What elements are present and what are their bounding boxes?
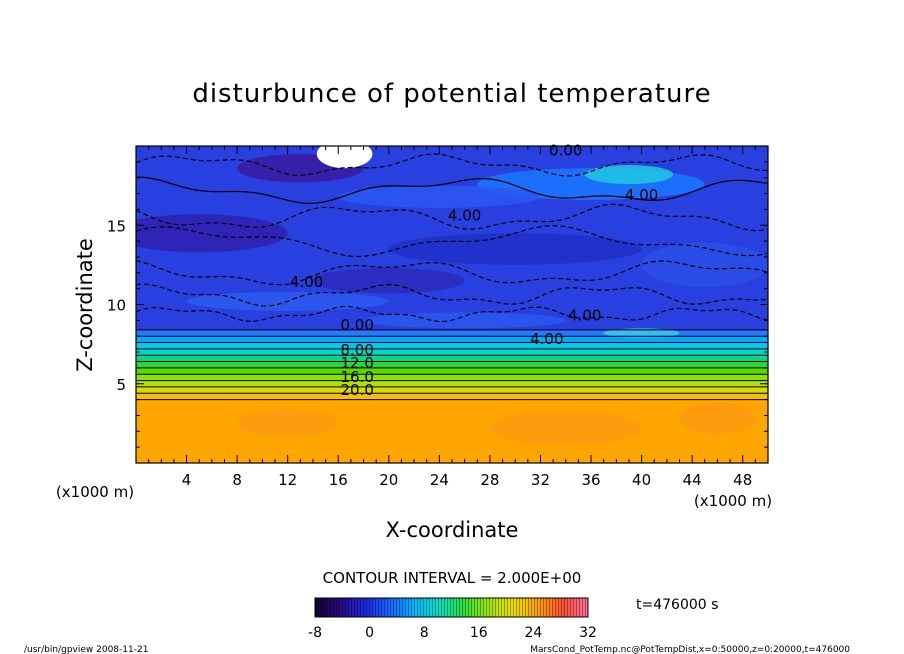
x-tick-label-40: 40 bbox=[632, 471, 651, 489]
contour-label-0: 0.00 bbox=[549, 142, 582, 160]
colorbar-tick-8: 8 bbox=[420, 625, 429, 641]
y-tick-label-15: 15 bbox=[107, 217, 126, 235]
colorbar-tick-0: 0 bbox=[365, 625, 374, 641]
x-axis-unit-left: (x1000 m) bbox=[56, 483, 134, 501]
color-patch-7 bbox=[312, 268, 465, 294]
x-tick-label-48: 48 bbox=[733, 471, 752, 489]
contour-wave-2 bbox=[136, 260, 768, 286]
color-band-8 bbox=[136, 348, 768, 356]
y-tick-label-5: 5 bbox=[116, 376, 126, 394]
x-axis-label: X-coordinate bbox=[386, 518, 519, 542]
color-patch-1 bbox=[136, 214, 288, 253]
contour-wave-0 bbox=[136, 305, 768, 323]
x-tick-label-16: 16 bbox=[329, 471, 348, 489]
color-patch-10 bbox=[603, 328, 680, 338]
contour-wave-3 bbox=[136, 225, 768, 258]
color-band-2 bbox=[136, 386, 768, 394]
color-band-6 bbox=[136, 361, 768, 369]
color-band-11 bbox=[136, 329, 768, 337]
contour-label-3: 4.00 bbox=[290, 273, 323, 291]
color-band-3 bbox=[136, 380, 768, 388]
color-band-7 bbox=[136, 355, 768, 363]
colorbar-tick-32: 32 bbox=[579, 625, 597, 641]
color-patch-11 bbox=[316, 146, 373, 169]
color-band-5 bbox=[136, 367, 768, 375]
color-band-4 bbox=[136, 374, 768, 382]
contour-label-2: 4.00 bbox=[448, 206, 481, 224]
contour-label-1: 4.00 bbox=[625, 186, 658, 204]
contour-labels: 0.00 4.00 4.00 4.00 4.00 0.00 4.00 8.0012.016.0… bbox=[290, 142, 658, 399]
x-tick-label-36: 36 bbox=[581, 471, 600, 489]
x-tick-label-24: 24 bbox=[430, 471, 449, 489]
contour-label-10: 20.0 bbox=[340, 381, 373, 399]
y-axis-label: Z-coordinate bbox=[73, 238, 97, 372]
contour-wave-6 bbox=[136, 153, 768, 177]
x-tick-label-32: 32 bbox=[531, 471, 550, 489]
color-patch-4 bbox=[584, 165, 674, 185]
contour-lines bbox=[136, 153, 768, 401]
contour-wave-4 bbox=[136, 203, 768, 232]
y-axis: 5 10 15 bbox=[107, 161, 768, 448]
contour-wave-1 bbox=[136, 283, 768, 307]
contour-label-5: 0.00 bbox=[340, 316, 373, 334]
colorbar-tick--8: -8 bbox=[308, 625, 322, 641]
contour-label-8: 12.0 bbox=[340, 354, 373, 372]
color-patch-14 bbox=[679, 402, 756, 435]
footer-source: MarsCond_PotTemp.nc@PotTempDist,x=0:5000… bbox=[530, 645, 850, 654]
contour-label-7: 8.00 bbox=[340, 341, 373, 359]
color-patch-5 bbox=[338, 185, 541, 208]
contour-label-9: 16.0 bbox=[340, 368, 373, 386]
color-patch-9 bbox=[363, 312, 566, 329]
x-tick-label-28: 28 bbox=[480, 471, 499, 489]
colorbar-tick-24: 24 bbox=[524, 625, 542, 641]
x-tick-label-12: 12 bbox=[278, 471, 297, 489]
x-tick-label-8: 8 bbox=[232, 471, 242, 489]
y-tick-label-10: 10 bbox=[107, 297, 126, 315]
color-band-0 bbox=[136, 399, 768, 463]
contour-wave-5 bbox=[136, 176, 768, 204]
x-axis-unit-right: (x1000 m) bbox=[694, 492, 772, 510]
colorbar-tick-16: 16 bbox=[470, 625, 488, 641]
x-axis: 4 8 12 16 20 24 28 32 36 40 44 48 bbox=[148, 146, 756, 489]
contour-label-4: 4.00 bbox=[568, 306, 601, 324]
x-tick-label-4: 4 bbox=[182, 471, 192, 489]
color-band-10 bbox=[136, 336, 768, 344]
color-patch-6 bbox=[641, 242, 768, 288]
color-band-1 bbox=[136, 393, 768, 401]
plot-area bbox=[136, 146, 768, 463]
contour-label-6: 4.00 bbox=[530, 330, 563, 348]
contour-interval-label: CONTOUR INTERVAL = 2.000E+00 bbox=[323, 569, 582, 587]
color-patch-12 bbox=[237, 409, 339, 438]
colorbar: -8 0 8 16 24 32 bbox=[308, 597, 597, 641]
x-tick-label-20: 20 bbox=[379, 471, 398, 489]
chart-title: disturbunce of potential temperature bbox=[192, 79, 711, 109]
time-label: t=476000 s bbox=[636, 597, 718, 613]
footer-program-date: /usr/bin/gpview 2008-11-21 bbox=[24, 645, 148, 654]
x-tick-label-44: 44 bbox=[683, 471, 702, 489]
color-band-9 bbox=[136, 342, 768, 350]
color-patch-13 bbox=[489, 410, 642, 446]
